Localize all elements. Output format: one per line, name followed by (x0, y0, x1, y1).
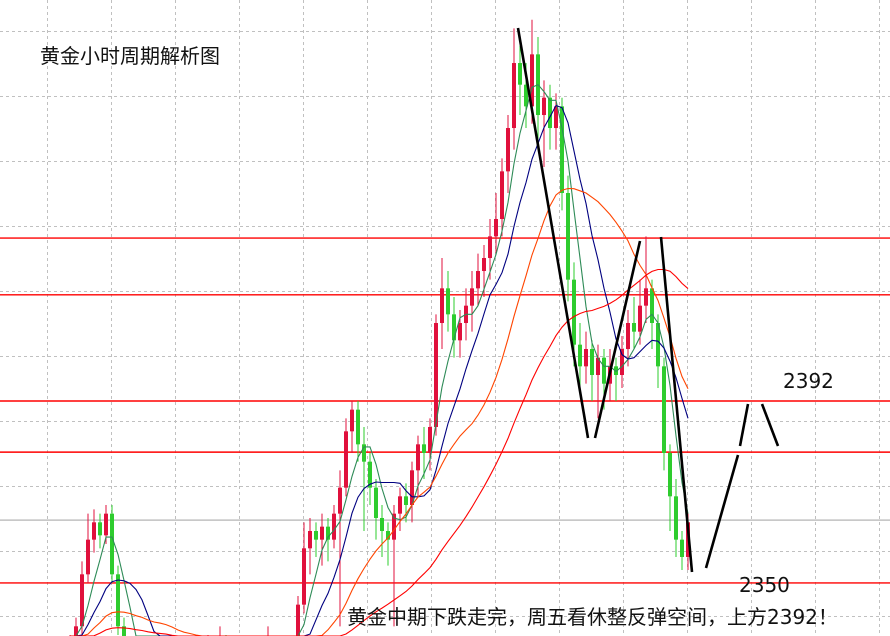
candle-up (344, 431, 348, 488)
candle-down (110, 513, 114, 575)
candle-up (416, 444, 420, 471)
candle-down (452, 314, 456, 341)
candle-down (566, 193, 570, 280)
candle-up (596, 357, 600, 376)
trendline (659, 236, 694, 573)
candle-up (440, 288, 444, 324)
candle-down (356, 409, 360, 445)
candles (69, 19, 690, 636)
candle-up (434, 323, 438, 427)
candle-down (602, 357, 606, 384)
candle-up (620, 349, 624, 376)
candle-up (308, 530, 312, 549)
candle-down (668, 452, 672, 497)
candle-down (404, 496, 408, 505)
candle-down (572, 279, 576, 345)
candle-up (542, 97, 546, 116)
candle-up (458, 323, 462, 341)
candle-down (368, 461, 372, 488)
candle-up (638, 305, 642, 332)
candle-up (470, 288, 474, 306)
candle-down (524, 84, 528, 107)
candle-up (410, 470, 414, 505)
candle-down (98, 522, 102, 536)
candle-up (554, 106, 558, 129)
candle-down (122, 626, 126, 636)
annotation-text: 黄金中期下跌走完，周五看休整反弹空间，上方2392！ (347, 605, 838, 629)
candle-up (302, 548, 306, 605)
candle-up (530, 54, 534, 107)
candle-down (650, 288, 654, 324)
candle-up (476, 271, 480, 289)
candle-down (518, 63, 522, 85)
candle-up (92, 522, 96, 540)
candle-down (446, 288, 450, 315)
candle-up (74, 626, 78, 636)
candle-down (374, 487, 378, 518)
ma-40-line (70, 268, 689, 636)
candle-up (644, 288, 648, 306)
candle-down (314, 530, 318, 540)
candle-down (680, 539, 684, 557)
candle-up (506, 128, 510, 172)
candle-down (632, 323, 636, 332)
candle-up (80, 574, 84, 627)
candle-down (560, 106, 564, 194)
candle-down (422, 444, 426, 453)
projection-line (738, 403, 750, 447)
candle-down (674, 496, 678, 540)
moving-averages (70, 84, 689, 636)
candle-up (104, 513, 108, 536)
candle-down (386, 530, 390, 540)
candle-up (332, 513, 336, 540)
candle-up (392, 513, 396, 540)
candle-down (326, 526, 330, 540)
horizontal-levels (0, 237, 890, 584)
candle-up (428, 426, 432, 453)
candle-down (614, 366, 618, 376)
ma-10-line (70, 104, 689, 636)
level-label-2350: 2350 (739, 573, 790, 597)
candle-up (488, 236, 492, 259)
trendline (593, 240, 642, 439)
candle-down (590, 349, 594, 376)
level-label-2392: 2392 (783, 369, 834, 393)
candle-up (626, 323, 630, 350)
candle-up (500, 171, 504, 220)
candle-up (494, 219, 498, 237)
candle-down (548, 97, 552, 129)
projection-line (704, 454, 740, 569)
candle-down (656, 323, 660, 367)
chart-title: 黄金小时周期解析图 (40, 44, 220, 68)
candle-up (512, 63, 516, 129)
candle-up (320, 526, 324, 540)
candle-down (578, 344, 582, 367)
candle-down (380, 517, 384, 531)
candle-down (362, 444, 366, 462)
projection-line (760, 403, 780, 447)
candle-up (338, 487, 342, 514)
candle-up (584, 349, 588, 367)
ma-20-line (70, 187, 689, 636)
candle-up (350, 409, 354, 432)
candle-down (116, 574, 120, 627)
candle-up (86, 539, 90, 575)
trendline (516, 27, 590, 439)
candle-up (482, 258, 486, 272)
candle-down (662, 366, 666, 453)
candle-up (398, 496, 402, 514)
ma-5-line (70, 84, 689, 636)
candle-up (296, 604, 300, 636)
trend-drawings (516, 27, 780, 573)
